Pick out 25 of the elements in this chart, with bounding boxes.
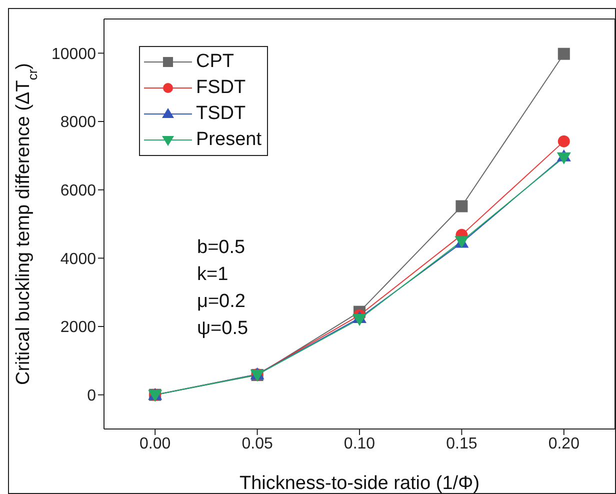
legend-label: Present [196,129,262,151]
annotation: b=0.5 [197,236,246,260]
x-tick-label: 0.00 [140,435,171,452]
annotation: k=1 [197,263,230,287]
y-tick-label: 6000 [60,182,96,200]
x-axis-title: Thickness-to-side ratio (1/Φ) [239,473,480,494]
y-tick-label: 2000 [60,319,96,336]
x-tick-label: 0.20 [548,435,580,452]
y-tick-label: 10000 [52,46,96,63]
point [352,314,366,326]
legend-label: FSDT [196,77,246,99]
y-tick-label: 8000 [60,114,96,132]
y-tick-label: 4000 [60,250,96,268]
x-tick-label: 0.10 [344,435,376,452]
annotation: ψ=0.5 [197,317,248,341]
legend-label: CPT [196,51,234,73]
y-tick-label: 0 [87,388,96,405]
point [556,152,571,164]
point [558,135,570,148]
x-tick-label: 0.15 [446,435,478,452]
point [456,200,468,212]
point [558,48,570,60]
x-tick-label: 0.05 [242,435,273,452]
legend-label: TSDT [196,103,246,125]
annotation: μ=0.2 [197,290,246,314]
